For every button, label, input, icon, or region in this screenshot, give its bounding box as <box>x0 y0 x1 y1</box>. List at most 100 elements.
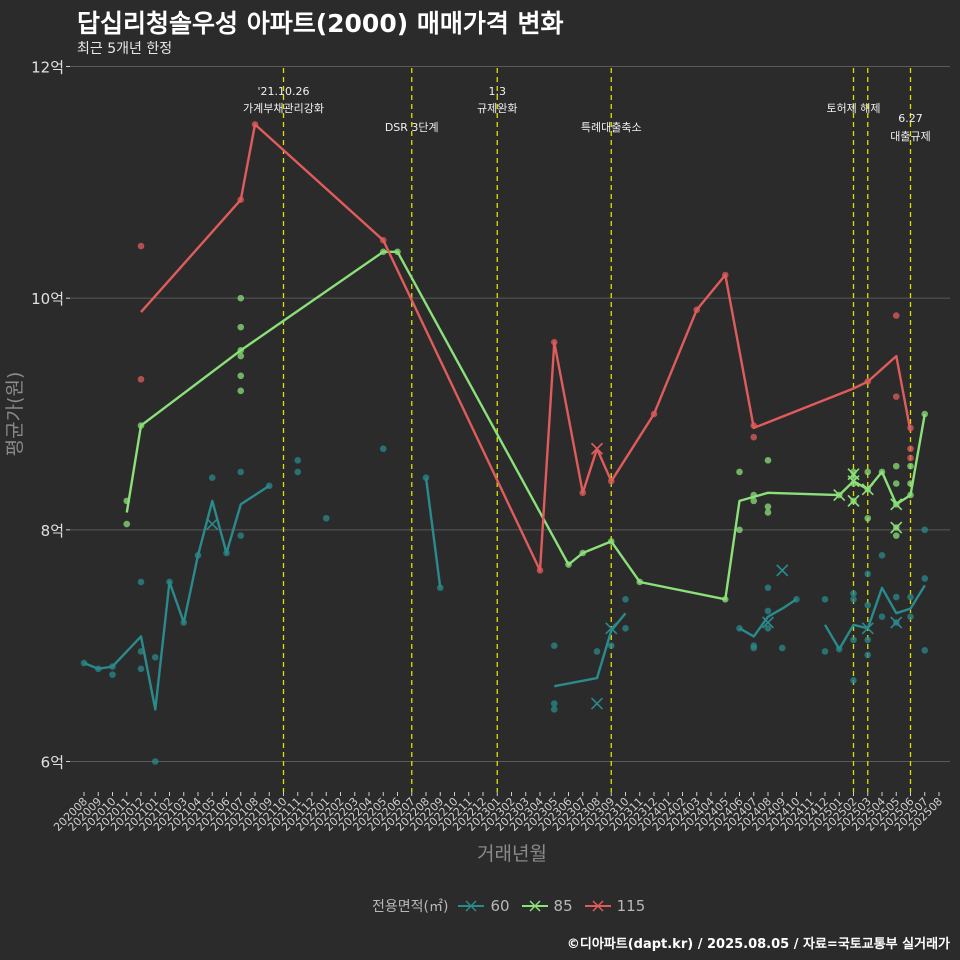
cancelled-mark-115 <box>590 442 604 455</box>
cancelled-mark-85 <box>890 498 903 511</box>
y-tick-label: 12억 <box>31 59 64 77</box>
event-label: 규제완화 <box>477 102 517 115</box>
cancelled-mark-85 <box>890 521 903 534</box>
cancelled-mark-85 <box>861 483 874 496</box>
data-point-115 <box>907 424 914 432</box>
data-point-115 <box>650 410 658 418</box>
cancelled-mark-stroke <box>761 616 775 629</box>
cancelled-mark-stroke <box>847 494 860 507</box>
event-label: 토허제 해제 <box>826 101 880 115</box>
data-point-60 <box>208 474 216 482</box>
data-point-60 <box>764 584 772 592</box>
cancelled-mark-stroke <box>590 442 604 455</box>
legend-swatch-60 <box>458 900 485 912</box>
data-point-85 <box>237 387 245 395</box>
data-point-115 <box>251 121 259 128</box>
data-point-115 <box>379 236 387 244</box>
series-line-60 <box>823 584 926 651</box>
data-point-85 <box>237 372 245 380</box>
data-point-85 <box>721 596 729 603</box>
legend-swatch-115 <box>584 900 611 912</box>
data-point-60 <box>892 593 900 601</box>
data-point-60 <box>878 613 886 621</box>
data-point-85 <box>864 468 872 476</box>
data-point-60 <box>850 590 857 597</box>
data-point-60 <box>907 613 914 621</box>
data-point-60 <box>194 552 202 559</box>
data-point-60 <box>80 659 88 667</box>
data-point-85 <box>750 491 758 499</box>
data-point-85 <box>123 520 131 528</box>
cancelled-mark-60 <box>605 622 618 635</box>
data-point-60 <box>94 665 102 673</box>
data-point-60 <box>322 514 330 522</box>
cancelled-mark-60 <box>861 622 874 635</box>
data-point-60 <box>864 570 872 578</box>
chart-subtitle: 최근 5개년 한정 <box>77 41 173 57</box>
data-point-60 <box>778 644 786 652</box>
data-point-85 <box>237 294 245 302</box>
data-point-85 <box>892 532 900 539</box>
data-point-60 <box>850 596 857 603</box>
cancelled-mark-60 <box>206 517 219 531</box>
y-tick-label: 8억 <box>41 522 64 540</box>
legend-item-115: 115 <box>584 897 645 915</box>
legend-label-60: 60 <box>490 897 510 915</box>
event-label: DSR 3단계 <box>385 121 439 134</box>
data-point-85 <box>237 346 245 354</box>
data-point-60 <box>907 593 914 601</box>
data-point-60 <box>137 648 145 655</box>
data-point-60 <box>878 552 886 559</box>
data-point-85 <box>137 422 145 429</box>
cancelled-mark-60 <box>761 616 775 629</box>
data-point-85 <box>736 468 743 476</box>
data-point-85 <box>892 462 900 470</box>
legend-label-85: 85 <box>553 897 573 915</box>
data-point-60 <box>850 677 857 684</box>
data-point-115 <box>607 477 615 485</box>
event-label: 1.3 <box>489 85 507 98</box>
y-tick-label: 6억 <box>41 754 64 772</box>
data-point-85 <box>907 462 914 470</box>
data-point-60 <box>223 549 230 557</box>
data-point-115 <box>237 196 245 204</box>
data-point-85 <box>123 497 131 505</box>
data-point-60 <box>109 663 116 670</box>
data-point-60 <box>166 578 173 586</box>
data-point-60 <box>137 665 145 673</box>
data-point-60 <box>622 624 629 632</box>
data-point-60 <box>294 457 302 464</box>
data-point-60 <box>736 624 743 632</box>
data-point-115 <box>907 454 914 462</box>
data-point-60 <box>864 636 872 644</box>
data-point-60 <box>622 596 629 603</box>
data-point-115 <box>864 378 872 385</box>
data-point-60 <box>237 468 245 476</box>
data-point-60 <box>921 575 929 582</box>
data-point-115 <box>907 445 914 453</box>
data-point-85 <box>764 503 772 510</box>
data-point-60 <box>864 601 872 609</box>
data-point-60 <box>750 644 758 652</box>
data-point-115 <box>579 489 587 497</box>
cancelled-mark-stroke <box>890 616 903 629</box>
legend-title: 전용면적(㎡) <box>372 899 449 915</box>
cancelled-mark-60 <box>890 616 903 629</box>
event-label: 대출규제 <box>890 130 930 143</box>
data-point-85 <box>607 538 615 545</box>
data-point-85 <box>237 323 245 331</box>
cancelled-mark-stroke <box>890 498 903 511</box>
event-label: 특례대출축소 <box>581 121 642 134</box>
data-point-60 <box>835 645 843 653</box>
data-point-60 <box>921 647 929 654</box>
series-lines <box>83 123 926 711</box>
data-point-85 <box>565 561 572 568</box>
data-point-85 <box>750 497 758 505</box>
data-point-85 <box>579 549 587 557</box>
event-label: 가계부채관리강화 <box>243 102 324 115</box>
data-point-60 <box>550 706 558 713</box>
series-line-60 <box>424 477 442 588</box>
data-point-115 <box>137 375 145 383</box>
